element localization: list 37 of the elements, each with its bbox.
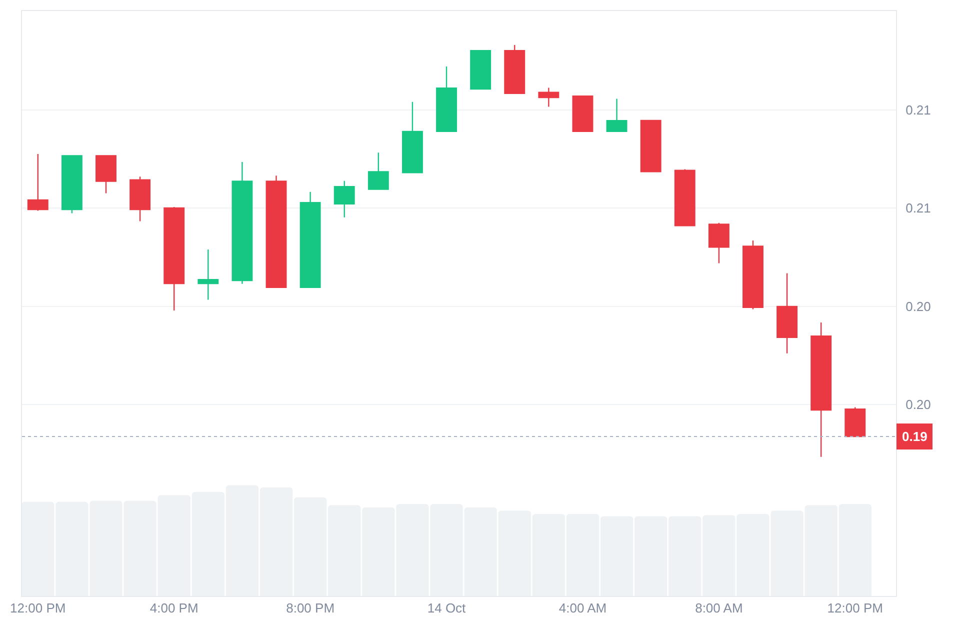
candlestick — [266, 174, 287, 288]
candlestick — [198, 248, 219, 300]
candlestick — [61, 155, 82, 214]
candlestick — [708, 222, 730, 264]
x-tick-label: 14 Oct — [427, 600, 466, 616]
y-tick-label: 0.21 — [906, 200, 931, 216]
candlestick — [470, 50, 492, 90]
candlestick — [572, 96, 594, 132]
candlestick — [334, 180, 355, 218]
candlestick — [538, 87, 560, 108]
x-tick-label: 12:00 PM — [10, 600, 66, 616]
y-tick-label: 0.20 — [906, 298, 931, 314]
candlestick — [164, 206, 185, 312]
candlestick — [640, 120, 662, 172]
candlestick — [504, 44, 526, 94]
x-tick-label: 8:00 PM — [286, 600, 335, 616]
ref-line-label: 0.19 — [902, 429, 928, 444]
candlestick — [402, 101, 423, 174]
candlestick — [130, 176, 151, 222]
candlestick — [606, 98, 628, 132]
candlestick — [368, 152, 389, 190]
candlestick — [674, 168, 696, 226]
candlestick — [436, 66, 457, 132]
candlestick — [232, 161, 253, 284]
candlestick — [844, 406, 866, 438]
x-tick-label: 4:00 AM — [558, 600, 607, 616]
candlestick — [300, 191, 321, 288]
x-tick-label: 8:00 AM — [695, 600, 743, 616]
candlestick — [742, 240, 764, 310]
candlestick — [776, 272, 798, 354]
candlestick — [810, 322, 832, 458]
candlestick — [27, 153, 48, 212]
x-tick-label: 4:00 PM — [150, 600, 198, 616]
y-tick-label: 0.21 — [906, 102, 931, 118]
x-tick-label: 12:00 PM — [827, 600, 883, 616]
candlestick — [96, 155, 116, 194]
y-tick-label: 0.20 — [906, 396, 931, 412]
